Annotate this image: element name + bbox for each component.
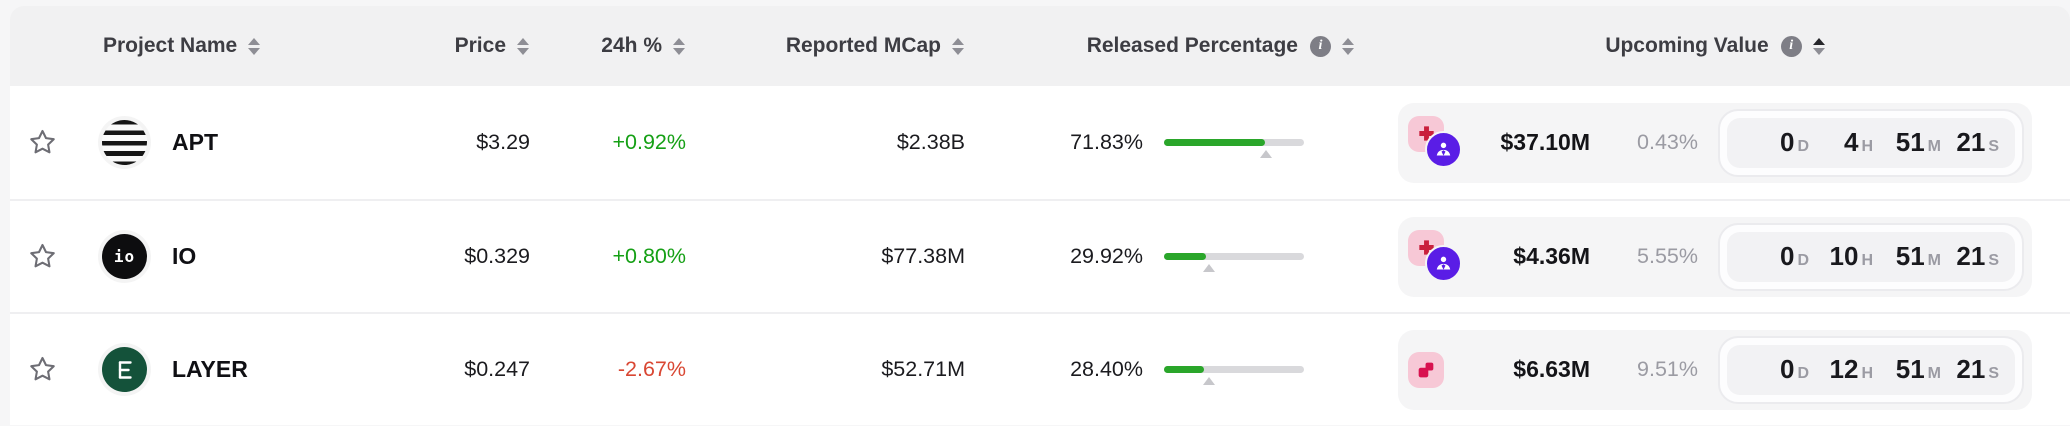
- col-price[interactable]: Price: [320, 6, 535, 86]
- released-progress-bar: [1164, 366, 1304, 385]
- countdown-seconds-unit: S: [1988, 365, 1999, 382]
- released-percentage-value: 28.40%: [1070, 357, 1143, 381]
- countdown-minutes-unit: M: [1927, 365, 1941, 382]
- sort-icon-active[interactable]: [1812, 37, 1825, 55]
- upcoming-value-amount: $6.63M: [1513, 356, 1590, 382]
- released-progress-fill: [1164, 366, 1204, 373]
- allocation-badges: [1408, 343, 1464, 397]
- countdown-seconds: 21: [1956, 354, 1986, 384]
- released-progress-fill: [1164, 139, 1265, 146]
- sort-icon[interactable]: [517, 37, 529, 55]
- countdown-minutes: 51: [1895, 354, 1925, 384]
- countdown-days-unit: D: [1797, 138, 1809, 155]
- sort-icon[interactable]: [673, 37, 685, 55]
- released-percentage-value: 29.92%: [1070, 244, 1143, 268]
- countdown-hours: 10: [1829, 241, 1859, 271]
- change-24h-value: +0.92%: [612, 130, 686, 154]
- col-24h-percent-label: 24h %: [601, 34, 662, 57]
- token-symbol: APT: [172, 129, 218, 155]
- upcoming-value-percent: 5.55%: [1637, 244, 1698, 268]
- upcoming-value-amount: $37.10M: [1500, 129, 1590, 155]
- sort-icon[interactable]: [952, 37, 964, 55]
- price-value: $0.247: [464, 357, 530, 381]
- upcoming-value-percent: 9.51%: [1637, 357, 1698, 381]
- countdown-seconds-unit: S: [1988, 138, 1999, 155]
- table-header-row: Project Name Price 24h % Reported MCap R…: [10, 6, 2070, 86]
- col-project-name[interactable]: Project Name: [75, 6, 320, 86]
- countdown-seconds-unit: S: [1988, 252, 1999, 269]
- countdown-days-unit: D: [1797, 365, 1809, 382]
- info-icon[interactable]: i: [1780, 35, 1802, 57]
- countdown-seconds: 21: [1956, 241, 1986, 271]
- countdown-hours: 12: [1829, 354, 1859, 384]
- sort-icon[interactable]: [1342, 37, 1354, 55]
- col-price-label: Price: [454, 34, 506, 57]
- token-unlocks-table: Project Name Price 24h % Reported MCap R…: [10, 6, 2070, 426]
- col-released-percentage[interactable]: Released Percentage i: [970, 6, 1360, 86]
- col-project-name-label: Project Name: [103, 34, 238, 57]
- table-row[interactable]: LAYER $0.247 -2.67% $52.71M 28.40% $6.63…: [10, 312, 2070, 425]
- countdown-days: 0: [1779, 241, 1795, 271]
- favorite-star-icon[interactable]: [27, 241, 59, 273]
- countdown-days: 0: [1779, 127, 1795, 157]
- unlock-marker-icon: [1202, 377, 1215, 385]
- col-reported-mcap[interactable]: Reported MCap: [691, 6, 970, 86]
- countdown-minutes-unit: M: [1927, 138, 1941, 155]
- token-symbol: IO: [172, 243, 197, 269]
- favorite-star-icon[interactable]: [27, 354, 59, 386]
- layer-logo-icon: [102, 347, 147, 392]
- table-row[interactable]: io IO $0.329 +0.80% $77.38M 29.92%: [10, 199, 2070, 312]
- aptos-logo-icon: [102, 120, 147, 165]
- countdown-minutes: 51: [1895, 241, 1925, 271]
- allocation-steps-icon: [1408, 351, 1444, 388]
- countdown-hours: 4: [1843, 127, 1859, 157]
- released-progress-bar: [1164, 139, 1304, 158]
- countdown-days-unit: D: [1797, 252, 1809, 269]
- change-24h-value: +0.80%: [612, 244, 686, 268]
- countdown-hours-unit: H: [1861, 365, 1873, 382]
- col-released-percentage-label: Released Percentage: [1086, 34, 1298, 57]
- reported-mcap-value: $77.38M: [881, 244, 965, 268]
- upcoming-value-amount: $4.36M: [1513, 243, 1590, 269]
- countdown-minutes: 51: [1895, 127, 1925, 157]
- favorite-star-icon[interactable]: [27, 127, 59, 159]
- col-upcoming-value-label: Upcoming Value: [1605, 34, 1769, 57]
- released-progress-fill: [1164, 253, 1206, 260]
- countdown-seconds: 21: [1956, 127, 1986, 157]
- table-row[interactable]: APT $3.29 +0.92% $2.38B 71.83%: [10, 86, 2070, 199]
- col-favorite: [10, 6, 75, 86]
- price-value: $3.29: [476, 130, 530, 154]
- countdown-hours-unit: H: [1861, 252, 1873, 269]
- insider-person-icon: [1425, 130, 1462, 168]
- sort-icon[interactable]: [248, 37, 261, 55]
- countdown-days: 0: [1779, 354, 1795, 384]
- col-upcoming-value[interactable]: Upcoming Value i: [1360, 6, 2070, 86]
- change-24h-value: -2.67%: [617, 357, 686, 381]
- upcoming-value-percent: 0.43%: [1637, 130, 1698, 154]
- reported-mcap-value: $2.38B: [896, 130, 965, 154]
- released-progress-bar: [1164, 253, 1304, 272]
- io-logo-icon: io: [102, 234, 147, 279]
- allocation-badges: [1408, 229, 1464, 284]
- unlock-marker-icon: [1202, 264, 1215, 272]
- unlock-marker-icon: [1259, 150, 1272, 158]
- countdown-hours-unit: H: [1861, 138, 1873, 155]
- allocation-badges: [1408, 115, 1464, 170]
- col-24h-percent[interactable]: 24h %: [535, 6, 691, 86]
- released-percentage-value: 71.83%: [1070, 130, 1143, 154]
- col-reported-mcap-label: Reported MCap: [785, 34, 941, 57]
- countdown-minutes-unit: M: [1927, 252, 1941, 269]
- info-icon[interactable]: i: [1310, 35, 1331, 57]
- token-symbol: LAYER: [172, 356, 248, 382]
- reported-mcap-value: $52.71M: [881, 357, 965, 381]
- price-value: $0.329: [464, 244, 530, 268]
- insider-person-icon: [1425, 244, 1462, 282]
